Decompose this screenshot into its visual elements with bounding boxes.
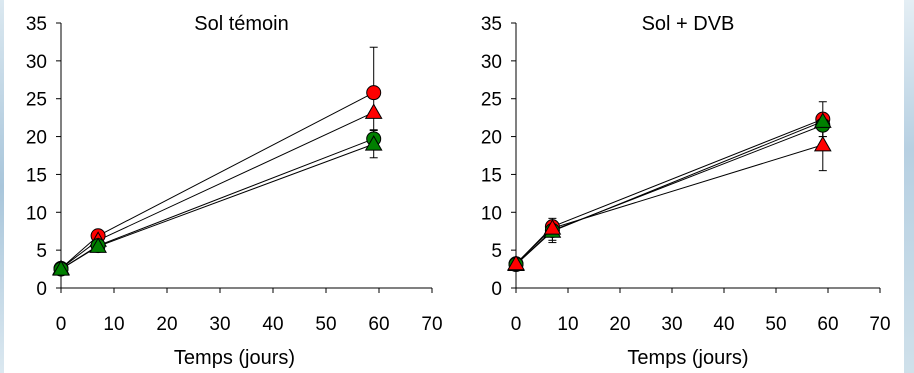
y-tick-label: 30 [26, 52, 47, 73]
y-tick-label: 35 [26, 14, 47, 35]
data-point [364, 135, 383, 151]
x-tick-label: 40 [262, 314, 283, 335]
y-tick-label: 25 [481, 90, 502, 111]
y-tick-label: 0 [36, 279, 47, 300]
x-tick-label: 0 [56, 314, 67, 335]
data-point [89, 237, 107, 253]
data-point [543, 219, 562, 235]
x-tick-label: 30 [209, 314, 230, 335]
y-tick-label: 15 [26, 165, 47, 186]
series-line [515, 144, 823, 265]
data-point [507, 254, 525, 271]
chart-title: Sol + DVB [642, 13, 735, 35]
x-tick-label: 40 [713, 314, 734, 335]
x-tick-label: 10 [103, 314, 124, 335]
data-point [813, 135, 832, 152]
chart-panel-2: 0 5 10 15 20 25 30 35 0 10 20 30 40 50 60 70 Sol + DVB Te… [481, 13, 891, 369]
x-tick-label: 70 [421, 314, 442, 335]
chart-panel-1: 0 5 10 15 20 25 30 35 0 10 20 30 40 50 60 70 Sol témoin T… [26, 13, 443, 369]
x-tick-label: 50 [765, 314, 786, 335]
data-point [813, 112, 832, 128]
y-tick-label: 35 [481, 14, 502, 35]
x-tick-label: 10 [557, 314, 578, 335]
y-tick-label: 20 [481, 128, 502, 149]
series-line [60, 138, 374, 270]
series-line [515, 118, 823, 265]
x-tick-label: 30 [661, 314, 682, 335]
y-tick-label: 5 [36, 241, 47, 262]
y-tick-label: 5 [491, 241, 502, 262]
x-tick-label: 20 [156, 314, 177, 335]
chart-title: Sol témoin [194, 13, 289, 35]
x-tick-label: 60 [817, 314, 838, 335]
data-point [366, 85, 382, 101]
x-tick-label: 0 [511, 314, 522, 335]
x-tick-label: 60 [368, 314, 389, 335]
series-line [60, 111, 374, 269]
series-line [515, 124, 823, 265]
data-point [364, 103, 383, 119]
x-tick-label: 20 [609, 314, 630, 335]
x-axis-label: Temps (jours) [627, 347, 748, 369]
y-tick-label: 20 [26, 128, 47, 149]
data-point [52, 260, 70, 276]
x-tick-label: 50 [315, 314, 336, 335]
x-tick-label: 70 [869, 314, 890, 335]
x-axis-label: Temps (jours) [174, 347, 295, 369]
y-tick-label: 10 [26, 203, 47, 224]
slide-edge-right [904, 0, 914, 373]
y-tick-label: 0 [491, 279, 502, 300]
y-tick-label: 30 [481, 52, 502, 73]
y-tick-label: 15 [481, 165, 502, 186]
slide-edge-left [0, 0, 4, 373]
series-line [60, 143, 374, 270]
y-tick-label: 10 [481, 203, 502, 224]
y-tick-label: 25 [26, 90, 47, 111]
